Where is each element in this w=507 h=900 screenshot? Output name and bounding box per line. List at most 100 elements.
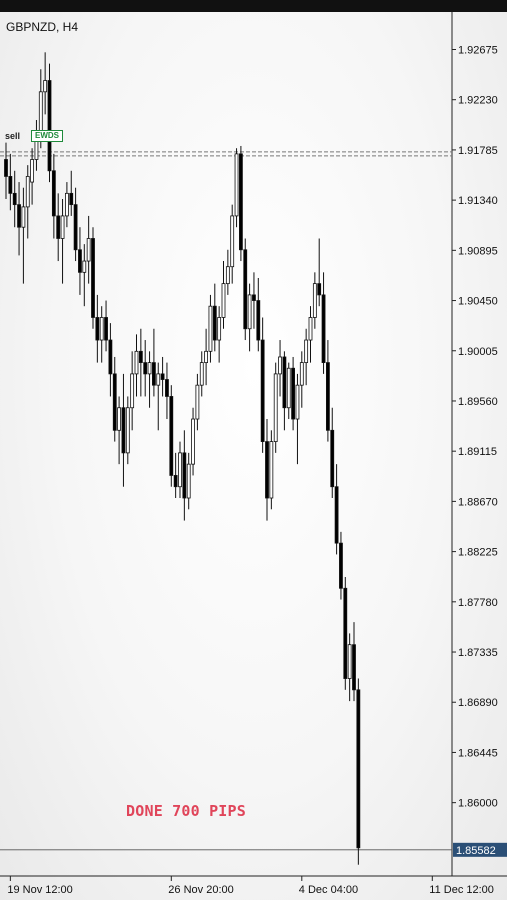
bull-candle (269, 441, 274, 499)
bear-candle (356, 689, 361, 849)
bull-candle (86, 238, 91, 262)
price-tick-label: 1.92675 (458, 44, 498, 56)
bear-candle (169, 396, 174, 476)
bull-candle (178, 452, 182, 488)
bear-candle (330, 429, 335, 488)
bull-candle (186, 463, 191, 499)
bear-candle (8, 176, 13, 194)
current-price-value: 1.85582 (456, 845, 496, 857)
bear-candle (321, 294, 326, 364)
bull-candle (25, 176, 30, 208)
price-tick-label: 1.89115 (458, 446, 497, 458)
bear-candle (69, 192, 74, 206)
bear-candle (17, 204, 21, 228)
price-tick-label: 1.88670 (458, 496, 498, 508)
bear-candle (282, 356, 287, 409)
bull-candle (230, 215, 235, 268)
bear-candle (212, 305, 217, 341)
bear-candle (151, 362, 156, 386)
time-tick-label: 19 Nov 12:00 (7, 884, 72, 896)
price-tick-label: 1.90450 (458, 296, 498, 308)
candlestick-chart: 1.92675 1.92230 1.91785 1.91340 1.90895 1.904… (0, 12, 507, 896)
bear-candle (91, 238, 95, 318)
bull-candle (38, 91, 43, 132)
bear-candle (160, 373, 165, 380)
bear-candle (108, 339, 113, 375)
price-tick-label: 1.91785 (458, 145, 498, 157)
price-tick-label: 1.86000 (458, 798, 498, 810)
bear-candle (112, 373, 117, 431)
price-tick-label: 1.86445 (458, 747, 498, 759)
bull-candle (247, 294, 252, 330)
bear-candle (47, 80, 52, 172)
bear-candle (56, 215, 61, 239)
price-tick-label: 1.87780 (458, 597, 498, 609)
bear-candle (165, 379, 169, 397)
bull-candle (195, 384, 200, 420)
bear-candle (143, 362, 148, 375)
bear-candle (352, 644, 356, 691)
time-tick-label: 11 Dec 12:00 (429, 884, 494, 896)
bear-candle (12, 192, 17, 206)
bull-candle (21, 206, 26, 228)
bear-candle (343, 587, 348, 679)
bear-candle (334, 486, 339, 544)
bull-candle (65, 192, 69, 217)
price-tick-label: 1.90895 (458, 245, 498, 257)
bull-candle (43, 80, 48, 93)
bear-candle (95, 317, 100, 341)
bull-candle (117, 407, 121, 431)
bear-candle (256, 300, 261, 341)
bull-candle (199, 362, 204, 386)
done-pips-annotation: DONE 700 PIPS (126, 802, 246, 820)
bull-candle (191, 418, 195, 465)
bear-candle (238, 153, 243, 251)
bull-candle (308, 317, 313, 341)
bear-candle (265, 441, 269, 499)
bull-candle (295, 384, 300, 420)
bear-candle (73, 204, 78, 251)
bear-candle (138, 350, 143, 364)
bear-candle (173, 475, 178, 488)
bull-candle (60, 215, 65, 239)
bear-candle (182, 452, 187, 499)
price-tick-label: 1.90005 (458, 346, 498, 358)
bull-candle (347, 644, 352, 679)
bear-candle (260, 339, 265, 442)
bear-candle (243, 249, 248, 330)
bear-candle (51, 170, 56, 217)
price-tick-label: 1.89560 (458, 396, 498, 408)
bull-candle (217, 317, 222, 341)
bull-candle (134, 350, 139, 375)
bear-candle (325, 362, 330, 431)
bear-candle (4, 159, 8, 177)
bear-candle (78, 249, 82, 273)
bull-candle (225, 266, 230, 285)
bear-candle (121, 407, 126, 454)
current-price-tag (453, 842, 507, 857)
bear-candle (104, 317, 108, 341)
bull-candle (130, 373, 135, 409)
bull-candle (208, 305, 213, 352)
bull-candle (147, 362, 152, 375)
bull-candle (204, 350, 209, 364)
bull-candle (312, 283, 317, 318)
bull-candle (304, 339, 309, 364)
bull-candle (278, 356, 282, 375)
time-tick-label: 4 Dec 04:00 (299, 884, 358, 896)
price-tick-label: 1.88225 (458, 547, 498, 559)
bull-candle (99, 317, 104, 341)
bull-candle (125, 407, 130, 454)
price-tick-label: 1.91340 (458, 195, 498, 207)
bull-candle (30, 159, 35, 183)
chart-title: GBPNZD, H4 (6, 20, 79, 34)
price-tick-label: 1.92230 (458, 95, 498, 107)
time-tick-label: 26 Nov 20:00 (168, 884, 233, 896)
sell-tag: sell (5, 131, 21, 141)
bull-candle (221, 283, 226, 318)
price-tick-label: 1.87335 (458, 647, 498, 659)
bull-candle (156, 373, 161, 386)
bear-candle (317, 283, 322, 296)
bull-candle (299, 362, 304, 386)
bull-candle (82, 260, 87, 273)
